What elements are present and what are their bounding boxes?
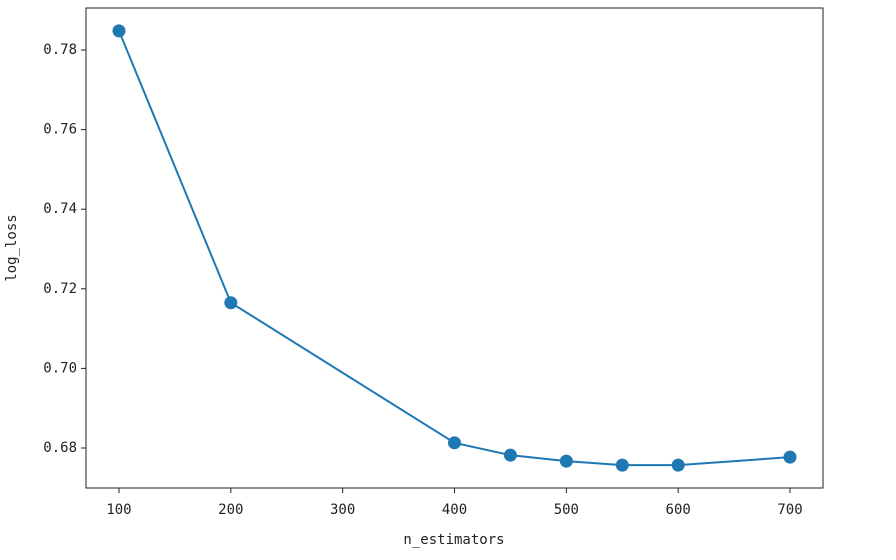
x-axis-label: n_estimators (403, 532, 504, 548)
data-point (503, 448, 517, 462)
x-tick-label: 100 (106, 502, 131, 518)
x-tick-label: 500 (554, 502, 579, 518)
data-point (671, 458, 685, 472)
data-line (118, 30, 791, 467)
x-tick-label: 700 (777, 502, 802, 518)
plot-frame (85, 7, 824, 489)
data-point (559, 454, 573, 468)
data-point (448, 436, 461, 450)
y-tick-label: 0.76 (43, 122, 77, 138)
y-tick-label: 0.68 (43, 440, 77, 456)
data-point (615, 458, 629, 472)
y-tick-label: 0.78 (43, 42, 77, 58)
y-tick-label: 0.74 (43, 201, 77, 217)
y-tick-label: 0.70 (43, 360, 77, 376)
x-tick-label: 400 (442, 502, 467, 518)
x-tick-label: 300 (330, 502, 355, 518)
y-axis-label: log_loss (4, 214, 20, 281)
data-point (783, 450, 797, 464)
data-point (224, 296, 238, 310)
data-point (112, 24, 126, 38)
y-tick-label: 0.72 (43, 281, 77, 297)
x-tick-label: 600 (666, 502, 691, 518)
x-tick-label: 200 (218, 502, 243, 518)
